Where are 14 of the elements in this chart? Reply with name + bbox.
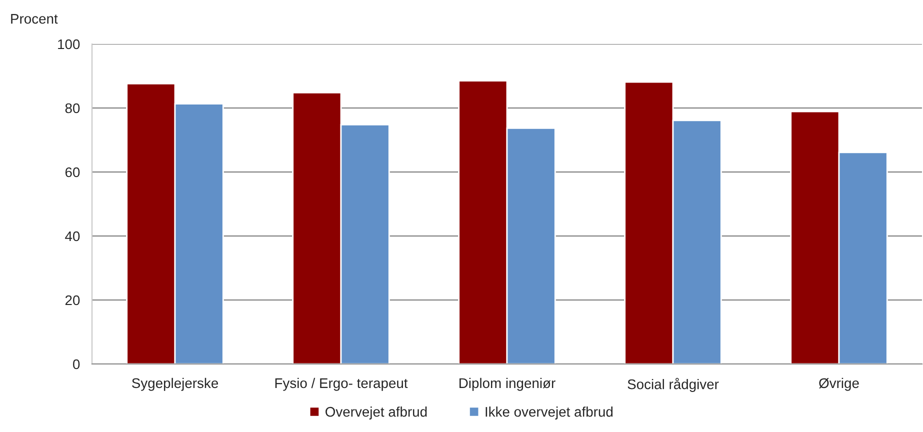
x-tick-label: Diplom ingeniør bbox=[460, 378, 556, 391]
y-tick-label: 20 bbox=[65, 295, 80, 306]
y-tick-label: 0 bbox=[73, 359, 80, 370]
y-tick-label: 60 bbox=[65, 167, 80, 178]
y-tick-label: 40 bbox=[65, 231, 80, 242]
y-axis-title: Procent bbox=[11, 14, 58, 24]
x-tick-label: Fysio / Ergo- terapeut bbox=[275, 378, 408, 391]
legend-label: Overvejet afbrud bbox=[326, 406, 427, 420]
x-tick-label: Sygeplejerske bbox=[132, 378, 218, 391]
x-tick-label: Øvrige bbox=[819, 378, 859, 391]
y-tick-label: 100 bbox=[58, 39, 80, 50]
x-tick-label: Social rådgiver bbox=[628, 378, 719, 392]
y-tick-label: 80 bbox=[65, 103, 80, 114]
legend-label: Ikke overvejet afbrud bbox=[486, 406, 613, 420]
